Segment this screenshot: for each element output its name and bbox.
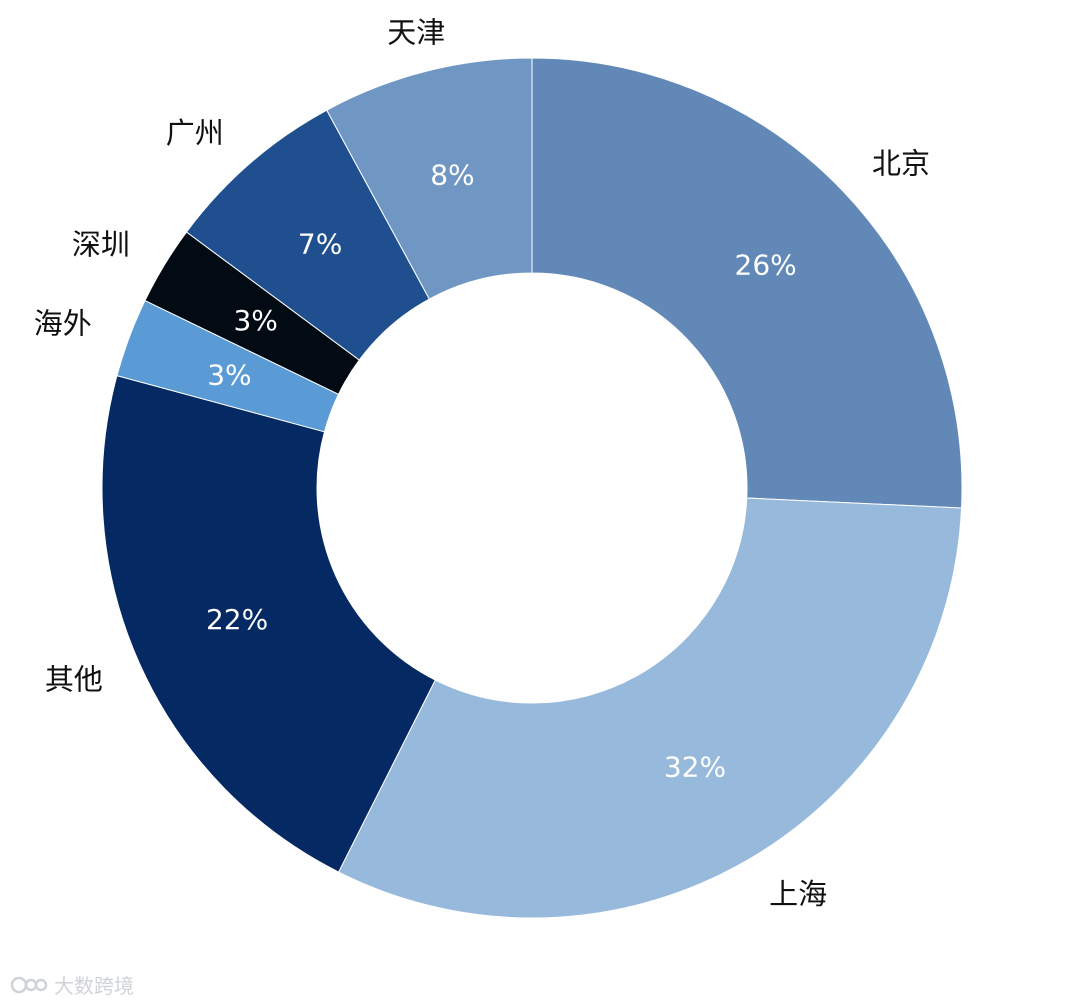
slice-value-label: 26%: [735, 248, 797, 281]
slice-value-label: 22%: [206, 603, 268, 636]
donut-slice: [531, 57, 963, 509]
slice-value-label: 7%: [298, 228, 342, 261]
slice-category-label: 北京: [872, 147, 930, 181]
slice-value-label: 3%: [207, 358, 251, 391]
watermark-text: 大数跨境: [54, 974, 134, 998]
slice-value-label: 3%: [233, 304, 277, 337]
donut-slice: [326, 57, 533, 300]
slice-category-label: 深圳: [72, 228, 130, 262]
slice-value-label: 32%: [664, 750, 726, 783]
slice-category-label: 其他: [45, 663, 103, 697]
donut-slices: [101, 57, 963, 919]
donut-slice: [101, 375, 436, 873]
watermark: 大数跨境: [10, 970, 134, 999]
slice-category-label: 天津: [387, 15, 445, 49]
slice-category-label: 广州: [166, 116, 224, 150]
watermark-logo-icon: [10, 976, 48, 993]
donut-slice: [337, 497, 963, 919]
slice-category-label: 上海: [769, 877, 827, 911]
value-labels: 26% 32% 22% 3% 3% 7% 8%: [206, 158, 797, 783]
slice-category-label: 海外: [34, 306, 92, 340]
slice-value-label: 8%: [430, 158, 474, 191]
